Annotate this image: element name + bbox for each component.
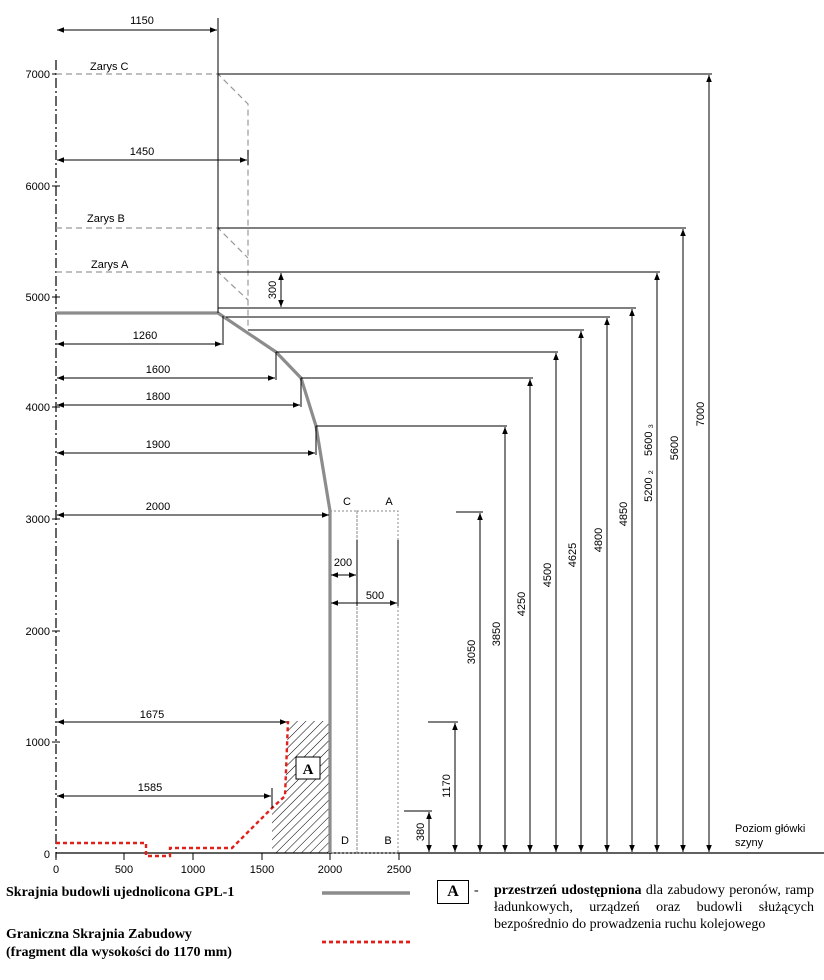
x-tick-label: 0	[53, 864, 59, 876]
y-tick-label: 4000	[26, 402, 50, 414]
x-axis-ticks: 0 500 1000 1500 2000 2500	[53, 853, 411, 876]
dim-4800: 4800	[593, 528, 605, 552]
dim-5600: 5600	[669, 436, 681, 460]
outline-label-zarys-c: Zarys C	[90, 61, 129, 73]
dim-1585: 1585	[138, 782, 162, 794]
dim-4250: 4250	[516, 592, 528, 616]
dim-1260: 1260	[133, 330, 157, 342]
y-tick-label: 6000	[26, 181, 50, 193]
dim-1675: 1675	[140, 709, 164, 721]
x-tick-label: 2000	[318, 864, 342, 876]
dim-4500: 4500	[542, 563, 554, 587]
dim-7000: 7000	[695, 402, 707, 426]
vertical-dimension-arrows	[278, 75, 712, 852]
hatched-zone-marker: A	[303, 762, 314, 778]
legend-gpl-label: Skrajnia budowli ujednolicona GPL-1	[6, 885, 235, 900]
x-tick-label: 1500	[250, 864, 274, 876]
legend-a-dash: -	[474, 883, 479, 898]
horizontal-dimension-arrows	[57, 27, 397, 799]
vertical-dimension-leaders	[218, 73, 712, 812]
zone-label-d: D	[341, 835, 349, 847]
outline-label-zarys-b: Zarys B	[87, 213, 125, 225]
zone-a-outline	[356, 510, 399, 854]
x-tick-label: 500	[115, 864, 133, 876]
legend-a-description-rest: dla zabudowy peronów, ramp ładunkowych, …	[494, 883, 814, 932]
dim-1450: 1450	[130, 146, 154, 158]
outline-label-zarys-a: Zarys A	[91, 259, 129, 271]
dim-5600-b: 5600 ₃	[643, 424, 655, 456]
zone-label-b: B	[384, 835, 391, 847]
x-tick-label: 1000	[181, 864, 205, 876]
gsz-profile-line	[56, 720, 290, 858]
dim-300: 300	[267, 281, 279, 299]
dim-1170: 1170	[441, 774, 453, 798]
zone-label-a: A	[385, 496, 393, 508]
x-tick-label: 2500	[387, 864, 411, 876]
dim-3050: 3050	[466, 640, 478, 664]
y-tick-label: 7000	[26, 69, 50, 81]
dim-4850: 4850	[618, 502, 630, 526]
y-tick-label: 5000	[26, 292, 50, 304]
y-tick-label: 2000	[26, 626, 50, 638]
y-tick-label: 1000	[26, 737, 50, 749]
dim-1800: 1800	[146, 391, 170, 403]
hatched-zone-a	[272, 721, 330, 853]
zone-label-c: C	[343, 496, 351, 508]
rail-level-label: Poziom główki	[735, 823, 805, 835]
vertical-dimension-labels: 7000 5600 5600 ₃ 5200 ₂ 4850 4800 4625 4…	[267, 281, 707, 841]
dim-380: 380	[415, 823, 427, 841]
hatched-zone-marker-box	[295, 756, 321, 780]
dim-3850: 3850	[491, 622, 503, 646]
dim-4625: 4625	[567, 543, 579, 567]
dim-200: 200	[334, 557, 352, 569]
dim-1150: 1150	[130, 15, 154, 27]
y-tick-label: 3000	[26, 514, 50, 526]
legend-gsz-sublabel: (fragment dla wysokości do 1170 mm)	[6, 945, 232, 960]
legend-a-box: A	[437, 880, 469, 904]
y-tick-label: 0	[44, 849, 50, 861]
dimension-leaders	[217, 18, 399, 808]
dim-1600: 1600	[146, 364, 170, 376]
rail-level-label-2: szyny	[735, 837, 764, 849]
dim-500: 500	[366, 590, 384, 602]
dim-1900: 1900	[146, 439, 170, 451]
dim-2000: 2000	[146, 501, 170, 513]
zone-c-outline	[329, 510, 358, 854]
horizontal-dimension-labels: 1150 1450 1260 1600 1800 1900 2000 200 5…	[130, 15, 384, 794]
dim-5200-b: 5200 ₂	[643, 470, 655, 502]
legend-a-description-bold: przestrzeń udostępniona	[494, 883, 642, 898]
dashed-outlines	[56, 73, 249, 330]
legend-a-description: przestrzeń udostępniona dla zabudowy per…	[494, 882, 814, 933]
legend-gsz-label: Graniczna Skrajnia Zabudowy	[6, 927, 192, 942]
y-axis-ticks: 7000 6000 5000 4000 3000 2000 1000 0	[26, 69, 60, 861]
